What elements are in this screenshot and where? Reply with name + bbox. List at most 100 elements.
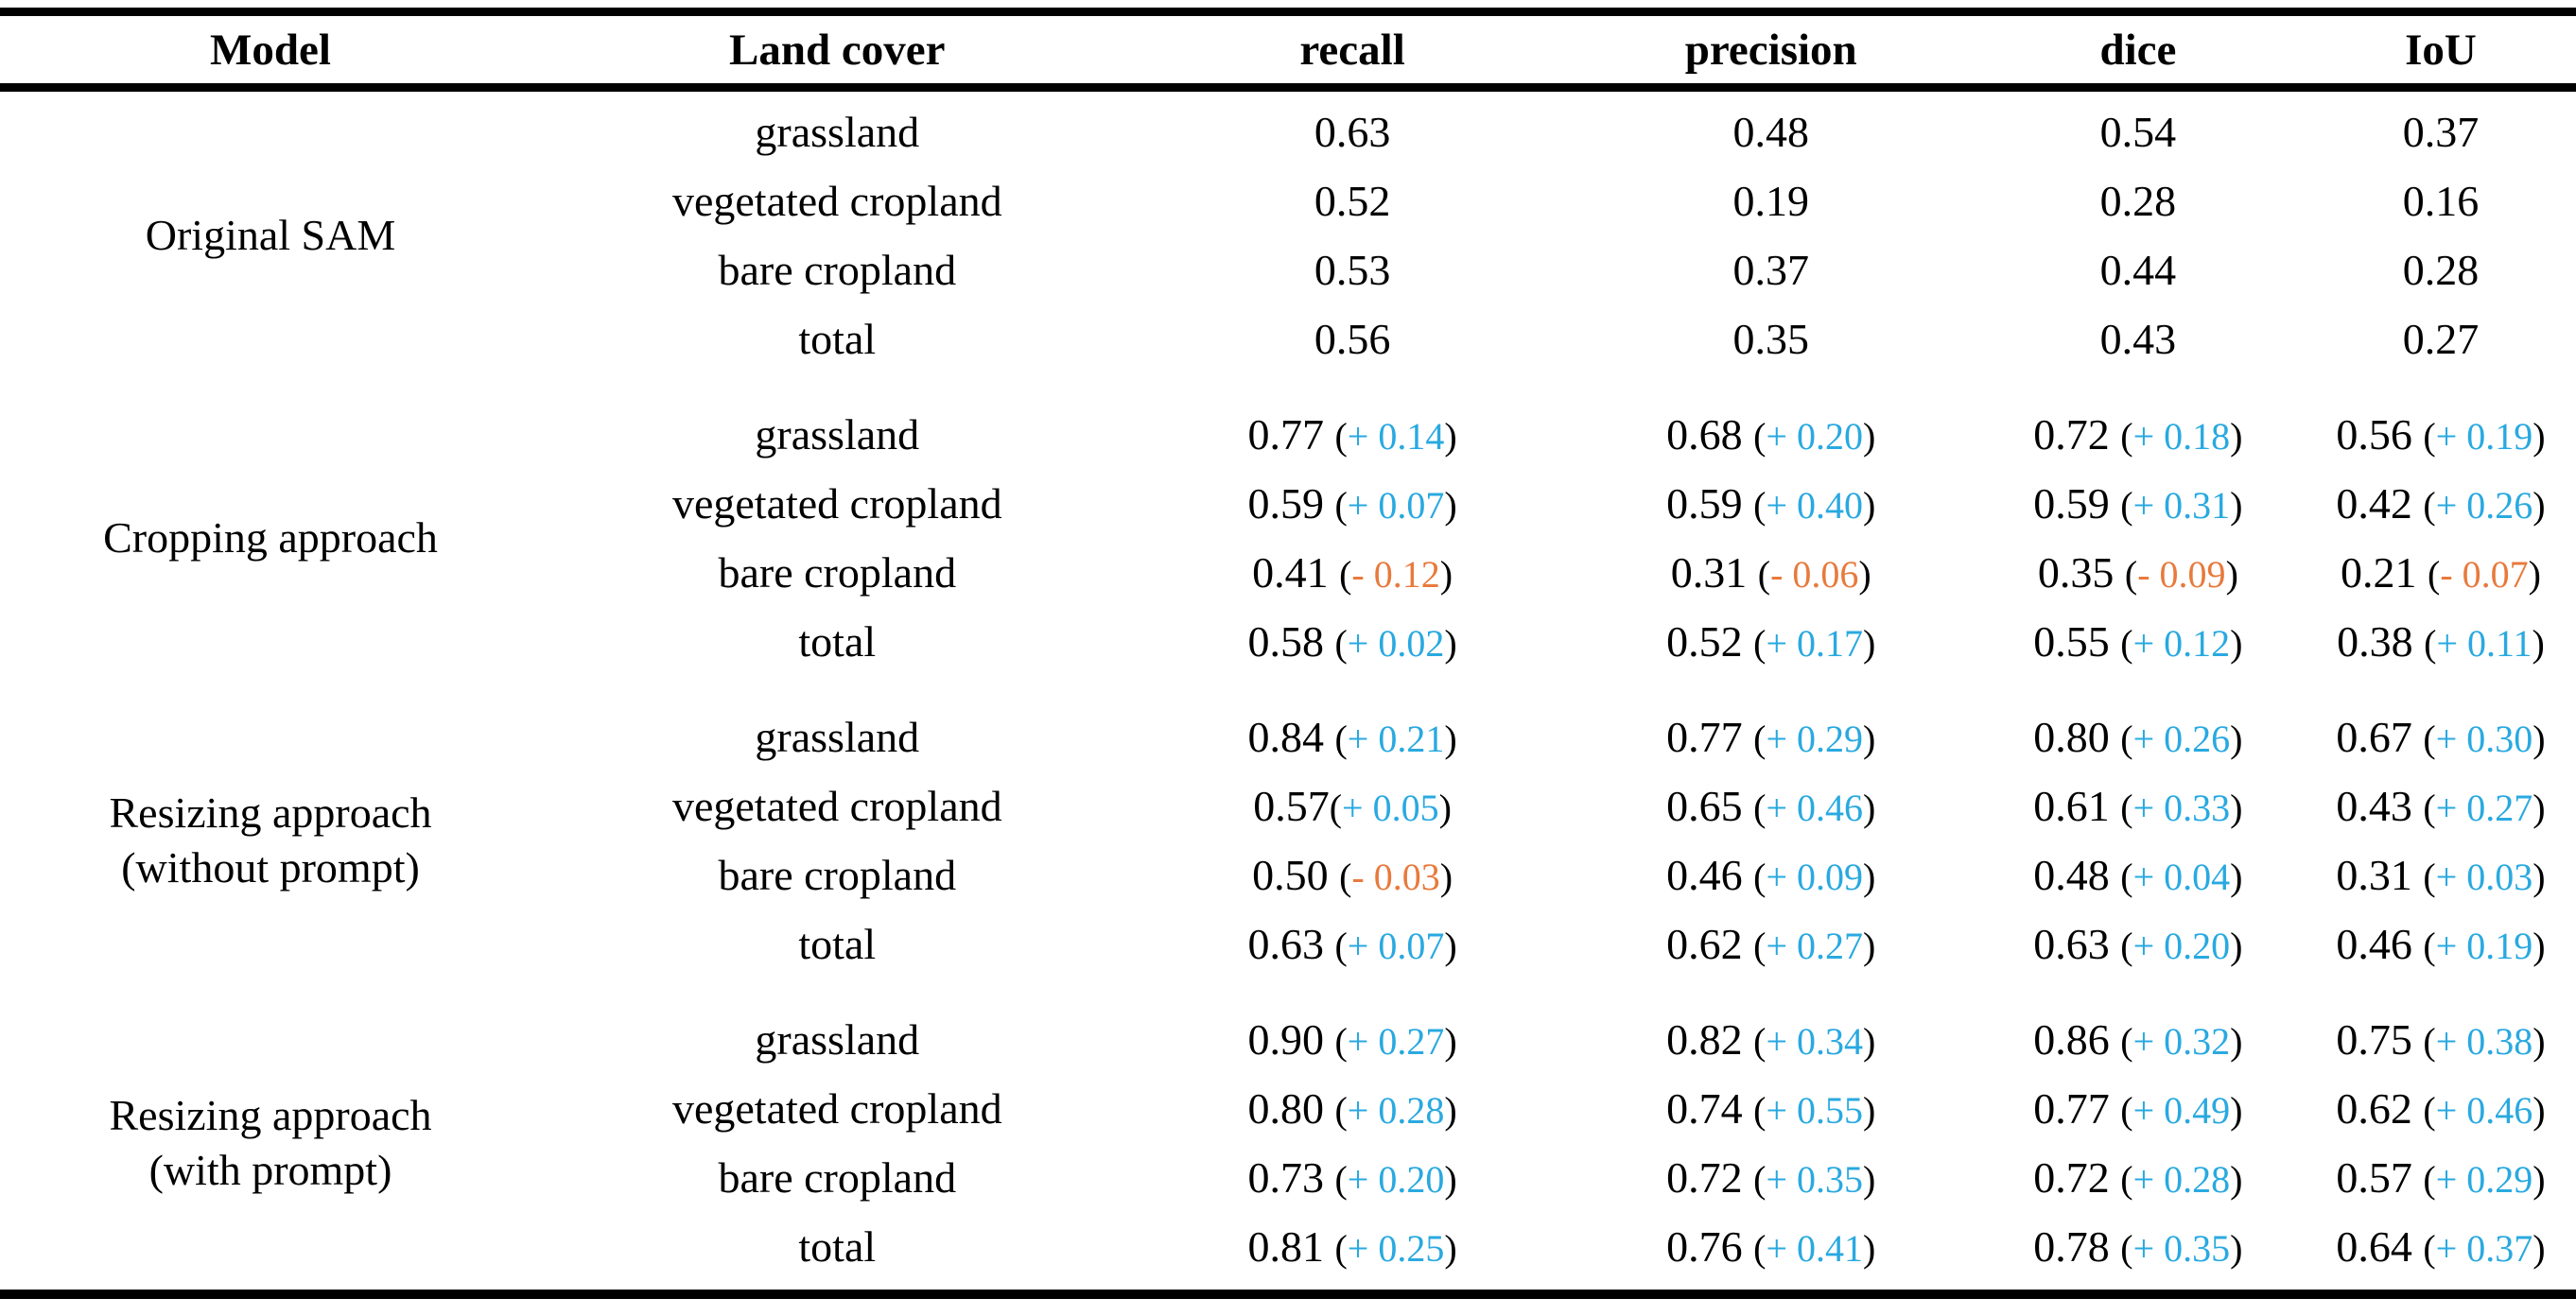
metric-delta: - 0.07 <box>2440 552 2529 596</box>
delta-paren-close: ) <box>2532 1019 2546 1063</box>
metric-cell: 0.16 <box>2306 166 2576 235</box>
metric-cell: 0.59 (+ 0.07) <box>1134 469 1572 538</box>
table-row: bare cropland 0.41 (- 0.12) 0.31 (- 0.06) 0… <box>0 538 2576 607</box>
delta-paren-close: ) <box>1444 414 1457 458</box>
metric-delta: + 0.28 <box>1347 1088 1445 1132</box>
metric-value: 0.46 <box>2336 919 2412 968</box>
delta-paren-close: ) <box>1444 1019 1457 1063</box>
metric-value: 0.48 <box>2033 850 2110 899</box>
metric-delta: + 0.35 <box>1766 1157 1864 1201</box>
delta-paren-open: ( <box>2423 717 2436 760</box>
metric-cell: 0.72 (+ 0.18) <box>1971 400 2306 469</box>
metric-cell: 0.44 <box>1971 235 2306 304</box>
spacer-cell <box>0 88 2576 97</box>
metric-value: 0.38 <box>2337 616 2413 666</box>
metric-cell: 0.42 (+ 0.26) <box>2306 469 2576 538</box>
land-cover-cell: grassland <box>755 1014 920 1064</box>
delta-paren-close: ) <box>2532 621 2545 665</box>
delta-paren-open: ( <box>2120 1226 2133 1270</box>
delta-paren-open: ( <box>2423 1157 2436 1201</box>
land-cover-cell: bare cropland <box>718 547 957 597</box>
metric-cell: 0.38 (+ 0.11) <box>2306 607 2576 676</box>
metric-cell: 0.55 (+ 0.12) <box>1971 607 2306 676</box>
metric-cell: 0.86 (+ 0.32) <box>1971 1005 2306 1074</box>
metric-cell: 0.48 <box>1572 97 1971 166</box>
metric-value: 0.31 <box>2336 850 2412 899</box>
metric-cell: 0.58 (+ 0.02) <box>1134 607 1572 676</box>
metric-delta: + 0.19 <box>2435 414 2533 458</box>
delta-paren-open: ( <box>1334 1088 1348 1132</box>
metric-cell: 0.35 (- 0.09) <box>1971 538 2306 607</box>
table-row: total 0.56 0.35 0.43 0.27 <box>0 304 2576 373</box>
metric-delta: + 0.27 <box>2435 786 2533 829</box>
delta-paren-close: ) <box>2230 1088 2243 1132</box>
metric-delta: + 0.11 <box>2436 621 2532 665</box>
metric-value: 0.56 <box>2336 409 2412 459</box>
top-spacer <box>0 88 2576 97</box>
metric-value: 0.62 <box>1666 919 1743 968</box>
metric-value: 0.35 <box>1732 314 1809 363</box>
metric-value: 0.81 <box>1247 1221 1324 1271</box>
delta-paren-open: ( <box>1334 483 1348 527</box>
metric-delta: + 0.03 <box>2435 855 2533 898</box>
delta-paren-open: ( <box>1334 1157 1348 1201</box>
metric-value: 0.77 <box>1247 409 1324 459</box>
metric-delta: + 0.21 <box>1347 717 1445 760</box>
delta-paren-close: ) <box>2532 717 2546 760</box>
metric-cell: 0.43 <box>1971 304 2306 373</box>
delta-paren-open: ( <box>2427 552 2441 596</box>
table-row: bare cropland 0.50 (- 0.03) 0.46 (+ 0.09) 0… <box>0 840 2576 909</box>
delta-paren-close: ) <box>1444 1157 1457 1201</box>
metric-value: 0.37 <box>2402 107 2480 156</box>
metric-value: 0.44 <box>2099 245 2177 294</box>
metric-cell: 0.64 (+ 0.37) <box>2306 1212 2576 1281</box>
delta-paren-open: ( <box>1753 1019 1767 1063</box>
metric-value: 0.72 <box>2033 1152 2110 1202</box>
metric-cell: 0.73 (+ 0.20) <box>1134 1143 1572 1212</box>
metric-value: 0.56 <box>1314 314 1391 363</box>
metric-cell: 0.46 (+ 0.19) <box>2306 909 2576 978</box>
delta-paren-open: ( <box>2120 786 2133 829</box>
delta-paren-close: ) <box>2230 924 2243 967</box>
metric-cell: 0.75 (+ 0.38) <box>2306 1005 2576 1074</box>
metric-delta: + 0.34 <box>1766 1019 1864 1063</box>
delta-paren-close: ) <box>1444 621 1457 665</box>
delta-paren-close: ) <box>1863 1226 1876 1270</box>
table-row: Resizing approach (without prompt) grassla… <box>0 702 2576 892</box>
metric-cell: 0.62 (+ 0.46) <box>2306 1074 2576 1143</box>
delta-paren-close: ) <box>1439 855 1453 898</box>
metric-value: 0.86 <box>2033 1014 2110 1064</box>
metric-value: 0.55 <box>2033 616 2110 666</box>
delta-paren-open: ( <box>1753 786 1767 829</box>
metric-value: 0.48 <box>1732 107 1809 156</box>
delta-paren-close: ) <box>1863 483 1876 527</box>
metric-value: 0.37 <box>1732 245 1809 294</box>
delta-paren-close: ) <box>1863 621 1876 665</box>
metric-value: 0.43 <box>2099 314 2177 363</box>
metric-value: 0.41 <box>1252 547 1329 597</box>
delta-paren-open: ( <box>1753 1226 1767 1270</box>
metric-value: 0.63 <box>1247 919 1324 968</box>
metric-cell: 0.72 (+ 0.28) <box>1971 1143 2306 1212</box>
delta-paren-close: ) <box>1444 924 1457 967</box>
land-cover-cell: total <box>798 1221 877 1271</box>
group-spacer <box>0 676 2576 702</box>
delta-paren-open: ( <box>1753 924 1767 967</box>
delta-paren-close: ) <box>2230 786 2243 829</box>
table-row: bare cropland 0.73 (+ 0.20) 0.72 (+ 0.35) 0… <box>0 1143 2576 1212</box>
metric-value: 0.59 <box>1666 478 1743 528</box>
delta-paren-open: ( <box>1339 552 1352 596</box>
model-name-line2: (with prompt) <box>148 1145 392 1194</box>
metric-delta: + 0.46 <box>1766 786 1864 829</box>
model-name-line2: (without prompt) <box>121 842 420 892</box>
metric-delta: + 0.07 <box>1347 483 1445 527</box>
metric-delta: + 0.19 <box>2435 924 2533 967</box>
delta-paren-open: ( <box>2120 924 2133 967</box>
metric-cell: 0.82 (+ 0.34) <box>1572 1005 1971 1074</box>
metric-delta: + 0.49 <box>2132 1088 2231 1132</box>
metric-value: 0.72 <box>2033 409 2110 459</box>
delta-paren-close: ) <box>2532 414 2546 458</box>
metric-delta: + 0.27 <box>1347 1019 1445 1063</box>
table-row: Original SAM grassland 0.63 0.48 0.54 0.37 <box>0 97 2576 259</box>
metric-cell: 0.27 <box>2306 304 2576 373</box>
